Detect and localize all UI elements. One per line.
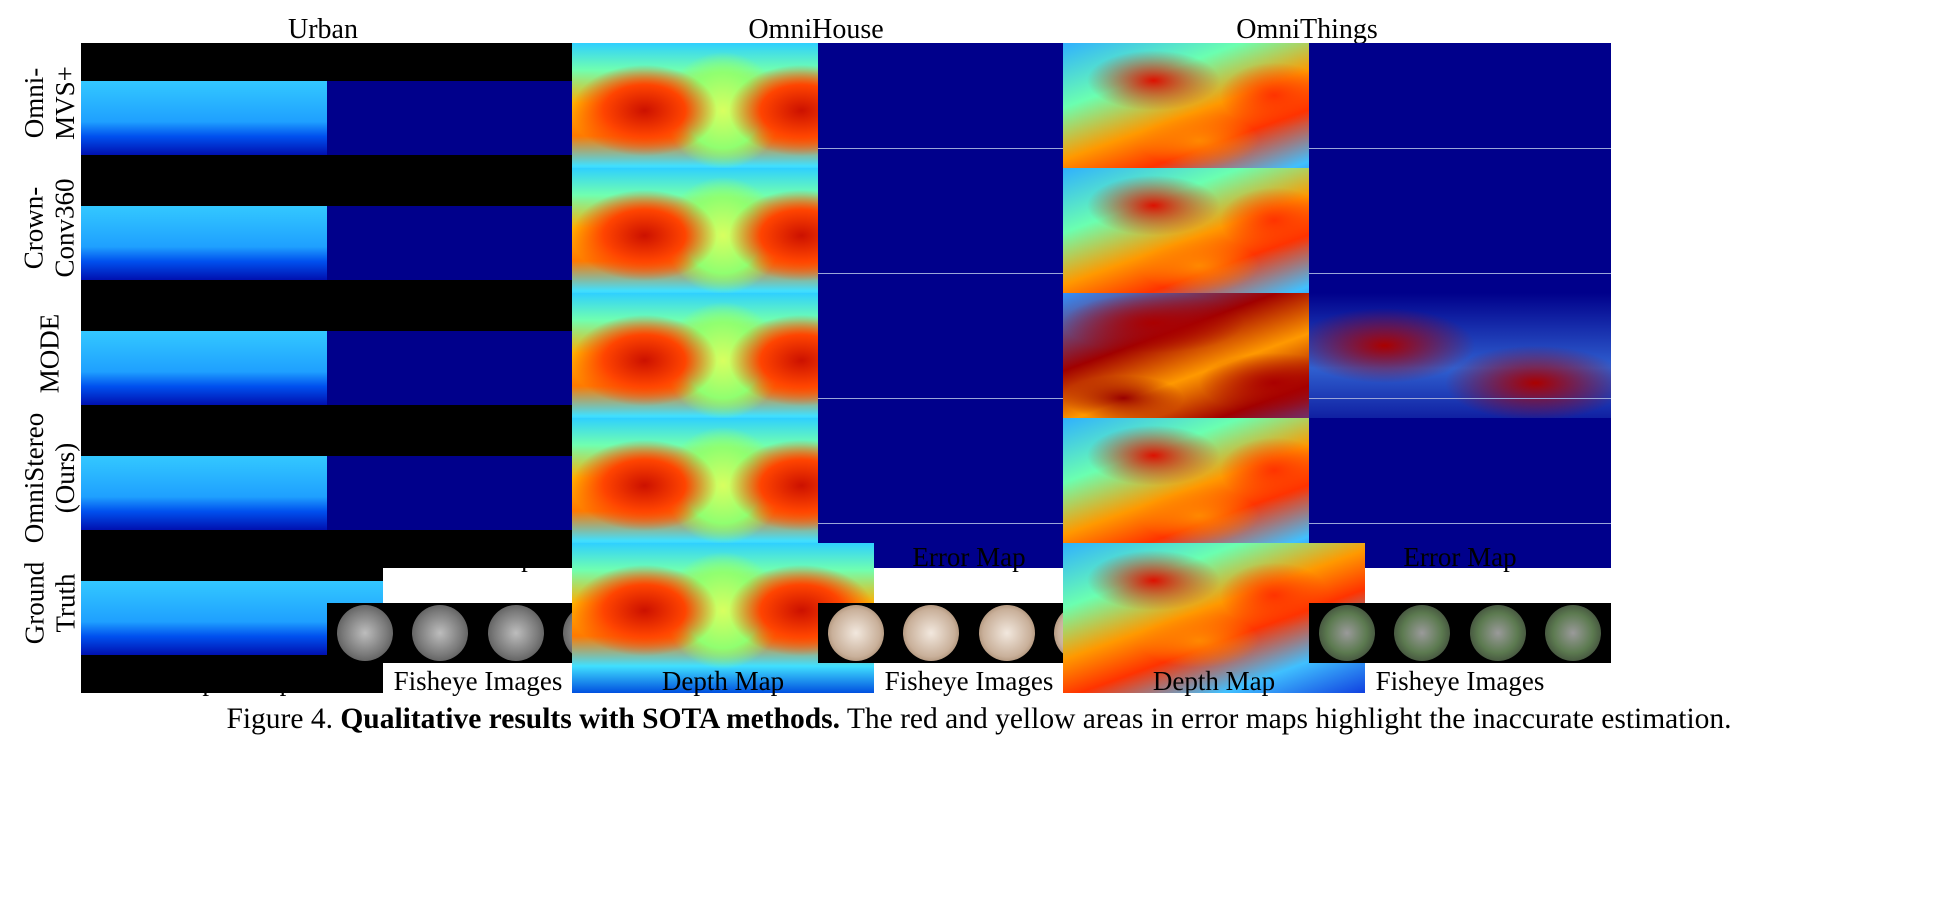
caption-rest: The red and yellow areas in error maps h… bbox=[846, 703, 1732, 735]
things-error-map-label: Error Map bbox=[1403, 542, 1517, 572]
bottom-label-fisheye-images: Fisheye Images bbox=[1375, 666, 1545, 696]
bottom-label-depth-map: Depth Map bbox=[1152, 666, 1276, 696]
column-header-omnithings: OmniThings bbox=[1236, 14, 1378, 45]
bottom-label-fisheye-images: Fisheye Images bbox=[884, 666, 1054, 696]
caption-prefix: Figure 4. bbox=[226, 703, 333, 735]
bottom-label-depth-map: Depth Map bbox=[661, 666, 785, 696]
bottom-label-depth-map: Depth Map bbox=[170, 666, 294, 696]
urban-error-map-label: Error Map bbox=[421, 542, 535, 572]
column-header-omnihouse: OmniHouse bbox=[748, 14, 884, 45]
house-error-map-label: Error Map bbox=[912, 542, 1026, 572]
things-fisheye-images bbox=[1309, 603, 1611, 663]
bottom-label-fisheye-images: Fisheye Images bbox=[393, 666, 563, 696]
figure-caption: Figure 4. Qualitative results with SOTA … bbox=[0, 703, 1958, 736]
caption-bold: Qualitative results with SOTA methods. bbox=[340, 703, 840, 735]
column-header-urban: Urban bbox=[288, 14, 358, 45]
